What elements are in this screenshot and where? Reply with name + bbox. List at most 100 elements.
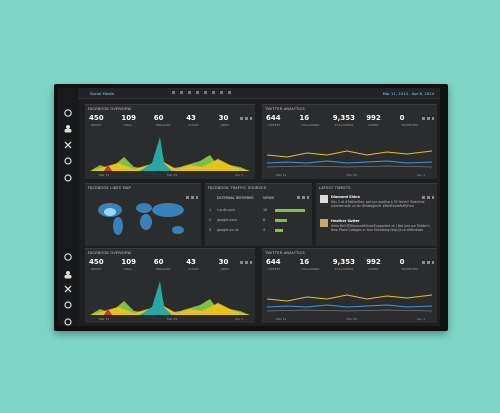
world-map — [88, 192, 198, 246]
stat-value: 16 — [299, 114, 310, 122]
panel-title: TWITTER ANALYTICS — [265, 251, 305, 255]
axis-label: Mar 25 — [167, 173, 178, 177]
facebook-overview: FACEBOOK OVERVIEW 450 REACH 109 VIRAL 60 ENGAG… — [85, 248, 255, 323]
stat-label: LIKES — [220, 123, 229, 127]
top-bar: Social Media Mar 11, 2014 - Apr 8, 2014 — [78, 88, 440, 99]
source: t.yuik.com — [217, 208, 235, 212]
panel-controls — [421, 185, 435, 204]
stat-value: 60 — [153, 114, 164, 122]
facebook-chart — [90, 269, 250, 321]
date-range[interactable]: Mar 11, 2014 - Apr 8, 2014 — [382, 91, 434, 96]
stat-value: 0 — [399, 114, 405, 122]
panel-title: LATEST TWEETS — [319, 186, 351, 190]
toolbar-icons[interactable] — [168, 90, 258, 96]
views: 15 — [263, 208, 268, 212]
panel-controls-graphic — [422, 117, 434, 120]
latest-tweets: LATEST TWEETS Diamond Shine Day 2 of #Twit… — [316, 183, 437, 246]
axis-label: Mar 11 — [276, 173, 287, 177]
world-map-graphic — [98, 203, 184, 235]
stat-value: 30 — [218, 114, 229, 122]
likes-map: FACEBOOK LIKES MAP — [85, 183, 201, 246]
axis-label: Mar 25 — [346, 173, 357, 177]
stat-value: 450 — [89, 114, 104, 122]
axis-label: Apr 1 — [417, 317, 426, 321]
twitter-chart-graphic — [266, 150, 433, 168]
sidebar-icons[interactable] — [58, 88, 78, 326]
stat-value: 992 — [366, 114, 381, 122]
stat-value: 992 — [366, 258, 381, 266]
views-bar — [275, 229, 283, 232]
stat-value: 30 — [218, 258, 229, 266]
stat-label: FAVORITES — [401, 123, 418, 127]
stat-label: FOLLOWERS — [334, 267, 354, 271]
facebook-chart-graphic — [90, 281, 250, 315]
stat-label: FOLLOWING — [301, 123, 320, 127]
stat-label: TWEETS — [268, 123, 281, 127]
views: 6 — [263, 218, 266, 222]
panel-title: FACEBOOK OVERVIEW — [88, 251, 132, 255]
stat-value: 644 — [266, 114, 281, 122]
panel-controls-graphic — [186, 196, 198, 199]
panel-title: FACEBOOK OVERVIEW — [88, 107, 132, 111]
rank: 1 — [209, 208, 212, 212]
axis-label: Mar 25 — [346, 317, 357, 321]
panel-controls — [185, 185, 199, 204]
stat-label: VIRAL — [123, 267, 133, 271]
stat-value: 43 — [186, 114, 196, 122]
stat-label: FOLLOWERS — [334, 123, 354, 127]
axis-label: Mar 11 — [276, 317, 287, 321]
stat-value: 109 — [121, 258, 137, 266]
twitter-chart-graphic — [266, 294, 433, 312]
stat-label: FAVORITES — [401, 267, 418, 271]
rank: 3 — [209, 228, 212, 232]
tweet-text: Hello Bell @DiamondSchoolSupported uk | … — [331, 224, 430, 233]
stat-value: 0 — [399, 258, 405, 266]
stat-label: REACH — [91, 267, 102, 271]
facebook-overview: FACEBOOK OVERVIEW 450 REACH 109 VIRAL 60 ENGAG… — [85, 104, 255, 179]
dashboard: Social Media Mar 11, 2014 - Apr 8, 2014 … — [58, 88, 440, 326]
axis-label: Apr 1 — [235, 317, 244, 321]
views: 4 — [263, 228, 266, 232]
stat-value: 644 — [266, 258, 281, 266]
views-bar — [275, 209, 305, 212]
column-header: EXTERNAL REFERRER — [217, 196, 254, 200]
twitter-chart — [266, 269, 433, 321]
stat-label: CLICKS — [188, 123, 199, 127]
panel-controls-graphic — [422, 261, 434, 264]
avatar — [320, 219, 328, 227]
panel-controls — [421, 106, 435, 125]
panel-controls — [296, 185, 310, 204]
panel-controls — [239, 106, 253, 125]
axis-label: Mar 11 — [99, 173, 110, 177]
facebook-chart-graphic — [90, 137, 250, 171]
facebook-chart — [90, 125, 250, 177]
stat-value: 9,353 — [332, 258, 355, 266]
stat-value: 16 — [299, 258, 310, 266]
panel-title: FACEBOOK TRAFFIC SOURCES — [208, 186, 267, 190]
twitter-chart — [266, 125, 433, 177]
panel-title: TWITTER ANALYTICS — [265, 107, 305, 111]
tweet-author: Diamond Shine — [331, 195, 360, 199]
section-name[interactable]: Social Media — [90, 91, 114, 96]
stat-label: ENGAGED — [155, 267, 171, 271]
axis-label: Mar 25 — [167, 317, 178, 321]
source: google.com — [217, 218, 237, 222]
rank: 2 — [209, 218, 212, 222]
stat-label: FOLLOWING — [301, 267, 320, 271]
panel-controls-graphic — [240, 261, 252, 264]
column-header: VIEWS — [263, 196, 274, 200]
panel-controls — [421, 250, 435, 269]
sidebar — [58, 88, 78, 326]
traffic-sources: FACEBOOK TRAFFIC SOURCES EXTERNAL REFERRE… — [205, 183, 312, 246]
panel-controls-graphic — [297, 196, 309, 199]
stat-label: LISTED — [368, 267, 379, 271]
stat-value: 43 — [186, 258, 196, 266]
stat-label: LIKES — [220, 267, 229, 271]
avatar — [320, 195, 328, 203]
stat-label: ENGAGED — [155, 123, 171, 127]
axis-label: Mar 11 — [99, 317, 110, 321]
stat-label: REACH — [91, 123, 102, 127]
stat-label: VIRAL — [123, 123, 133, 127]
stat-value: 109 — [121, 114, 137, 122]
